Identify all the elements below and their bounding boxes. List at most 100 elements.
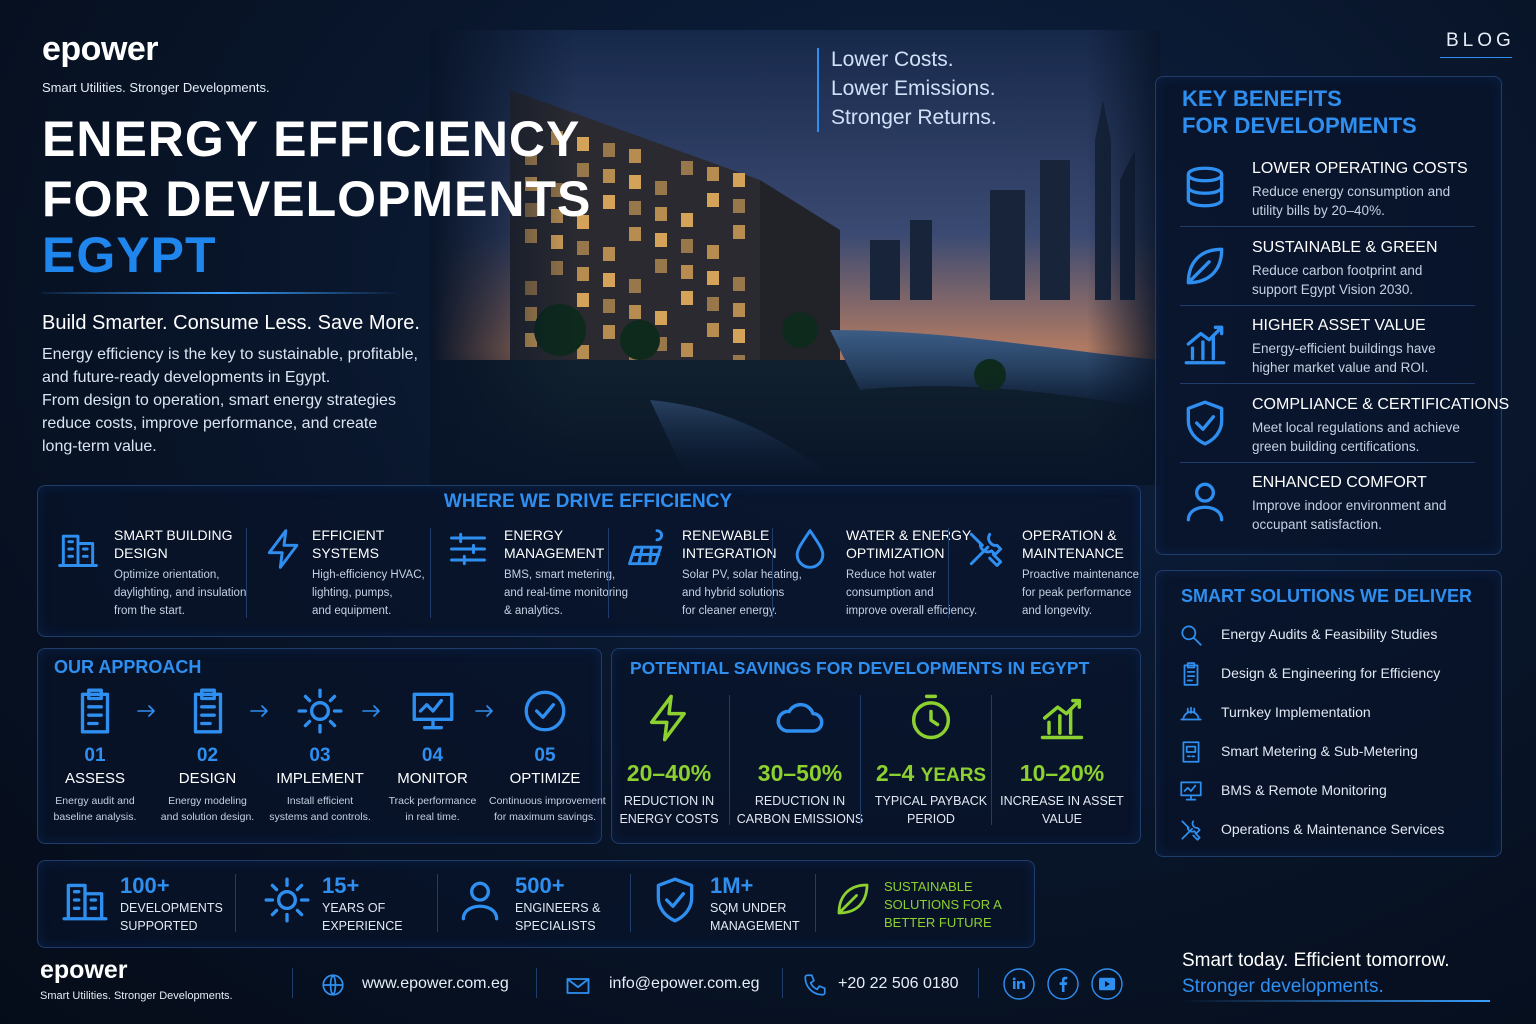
- footer-separator: [978, 968, 979, 998]
- savings-icon: [1040, 698, 1084, 740]
- approach-arrow: [137, 705, 155, 717]
- solution-item: Smart Metering & Sub-Metering: [1221, 743, 1418, 759]
- stat-label: SPECIALISTS: [515, 919, 596, 933]
- stat-label: DEVELOPMENTS: [120, 901, 223, 915]
- savings-separator: [729, 695, 730, 825]
- benefit-text: Reduce energy consumption and: [1252, 184, 1451, 199]
- efficiency-item-title: EFFICIENT: [312, 527, 385, 543]
- footer-phone[interactable]: +20 22 506 0180: [838, 975, 959, 992]
- efficiency-separator: [948, 528, 949, 618]
- savings-label: VALUE: [1041, 812, 1083, 826]
- solution-icon: [1182, 741, 1200, 763]
- step-title: OPTIMIZE: [509, 770, 581, 787]
- footer-slogan: Smart today. Efficient tomorrow.: [1182, 950, 1450, 971]
- youtube-icon[interactable]: [1091, 968, 1123, 1000]
- step-title: IMPLEMENT: [276, 770, 364, 787]
- benefit-text: higher market value and ROI.: [1252, 360, 1429, 375]
- stat-label: YEARS OF: [322, 901, 386, 915]
- approach-icon: [524, 690, 566, 732]
- stat-value: 100+: [120, 873, 170, 898]
- savings-panel: [611, 648, 1141, 844]
- benefit-text: Energy-efficient buildings have: [1252, 341, 1436, 356]
- efficiency-item-text: & analytics.: [504, 605, 563, 617]
- linkedin-icon[interactable]: [1003, 968, 1035, 1000]
- facebook-icon[interactable]: [1047, 968, 1079, 1000]
- step-text: systems and controls.: [269, 811, 371, 823]
- solution-icon: [1181, 820, 1201, 841]
- step-text: Energy modeling: [168, 795, 247, 807]
- step-text: Track performance: [388, 795, 477, 807]
- hero-paragraph: and future-ready developments in Egypt.: [42, 369, 331, 386]
- benefit-text: occupant satisfaction.: [1252, 517, 1382, 532]
- benefit-title: COMPLIANCE & CERTIFICATIONS: [1252, 395, 1510, 413]
- efficiency-item-text: Optimize orientation,: [114, 569, 220, 581]
- stat-icon: [461, 881, 499, 921]
- approach-icon: [193, 688, 222, 734]
- stat-separator: [815, 874, 816, 932]
- savings-number: 10–20%: [1019, 760, 1105, 786]
- blog-underline: [1440, 57, 1512, 58]
- efficiency-item-title: OPERATION &: [1022, 527, 1117, 543]
- blog-label[interactable]: BLOG: [1446, 30, 1515, 51]
- savings-label: CARBON EMISSIONS: [736, 812, 864, 826]
- approach-arrow: [474, 705, 493, 717]
- footer-slogan-highlight: Stronger developments.: [1182, 976, 1384, 997]
- efficiency-item-text: and real-time monitoring: [504, 587, 629, 599]
- savings-value: 30–50%: [735, 760, 865, 787]
- benefit-separator: [1180, 304, 1475, 306]
- efficiency-item-text: for peak performance: [1022, 587, 1132, 599]
- savings-label: INCREASE IN ASSET: [1000, 794, 1124, 808]
- benefit-text: support Egypt Vision 2030.: [1252, 281, 1414, 297]
- step-title: ASSESS: [64, 770, 126, 787]
- hero-slogan: Lower Costs.: [831, 48, 954, 71]
- efficiency-separator: [430, 528, 431, 618]
- solution-icon: [1180, 781, 1202, 801]
- savings-title: POTENTIAL SAVINGS FOR DEVELOPMENTS IN EG…: [630, 658, 1090, 678]
- benefit-title: LOWER OPERATING COSTS: [1252, 160, 1468, 177]
- footer-website[interactable]: www.epower.com.eg: [362, 975, 509, 992]
- efficiency-separator: [608, 528, 609, 618]
- stat-value: 15+: [322, 873, 360, 898]
- benefit-icon: [1186, 400, 1224, 445]
- footer-email[interactable]: info@epower.com.eg: [609, 975, 760, 992]
- efficiency-title: WHERE WE DRIVE EFFICIENCY: [443, 491, 733, 512]
- email-icon: [566, 978, 590, 994]
- stat-label: SQM UNDER: [710, 901, 787, 915]
- savings-separator: [860, 695, 861, 825]
- benefit-text: Reduce carbon footprint and: [1252, 262, 1423, 278]
- savings-icon: [649, 694, 686, 742]
- efficiency-item-text: consumption and: [846, 587, 934, 599]
- benefit-icon: [1186, 166, 1224, 208]
- step-text: and solution design.: [160, 811, 255, 823]
- phone-icon: [804, 974, 826, 996]
- efficiency-item-title: MANAGEMENT: [504, 545, 605, 561]
- hero-subtitle: Build Smarter. Consume Less. Save More.: [42, 312, 420, 334]
- step-text: baseline analysis.: [53, 811, 137, 823]
- hero-title: ENERGY EFFICIENCY: [42, 111, 581, 167]
- stat-label: ENGINEERS &: [515, 901, 601, 915]
- efficiency-item-title: ENERGY: [504, 527, 564, 543]
- benefit-title: SUSTAINABLE & GREEN: [1252, 238, 1438, 256]
- efficiency-item-title: DESIGN: [114, 545, 168, 561]
- benefits-title: KEY BENEFITS: [1182, 86, 1342, 111]
- efficiency-item-text: Proactive maintenance: [1022, 569, 1139, 581]
- hero-slogan: Lower Emissions.: [831, 77, 996, 100]
- savings-number: 30–50%: [757, 760, 843, 786]
- stat-icon: [656, 877, 694, 923]
- efficiency-icon: [267, 529, 299, 569]
- solution-icon: [1181, 625, 1202, 646]
- logo: epower: [42, 30, 159, 68]
- step-number: 01: [84, 745, 106, 766]
- savings-icon: [911, 694, 951, 740]
- efficiency-item-title: MAINTENANCE: [1022, 545, 1124, 561]
- savings-label: ENERGY COSTS: [619, 812, 719, 826]
- footer-separator: [536, 968, 537, 998]
- savings-label: REDUCTION IN: [754, 794, 846, 808]
- efficiency-item-text: daylighting, and insulation: [114, 587, 247, 599]
- step-text: in real time.: [405, 811, 460, 823]
- step-text: for maximum savings.: [493, 811, 597, 823]
- benefit-text: Meet local regulations and achieve: [1252, 419, 1460, 435]
- sustainable-text: SOLUTIONS FOR A: [884, 897, 1002, 912]
- efficiency-icon: [969, 532, 1003, 567]
- efficiency-icon: [628, 529, 663, 566]
